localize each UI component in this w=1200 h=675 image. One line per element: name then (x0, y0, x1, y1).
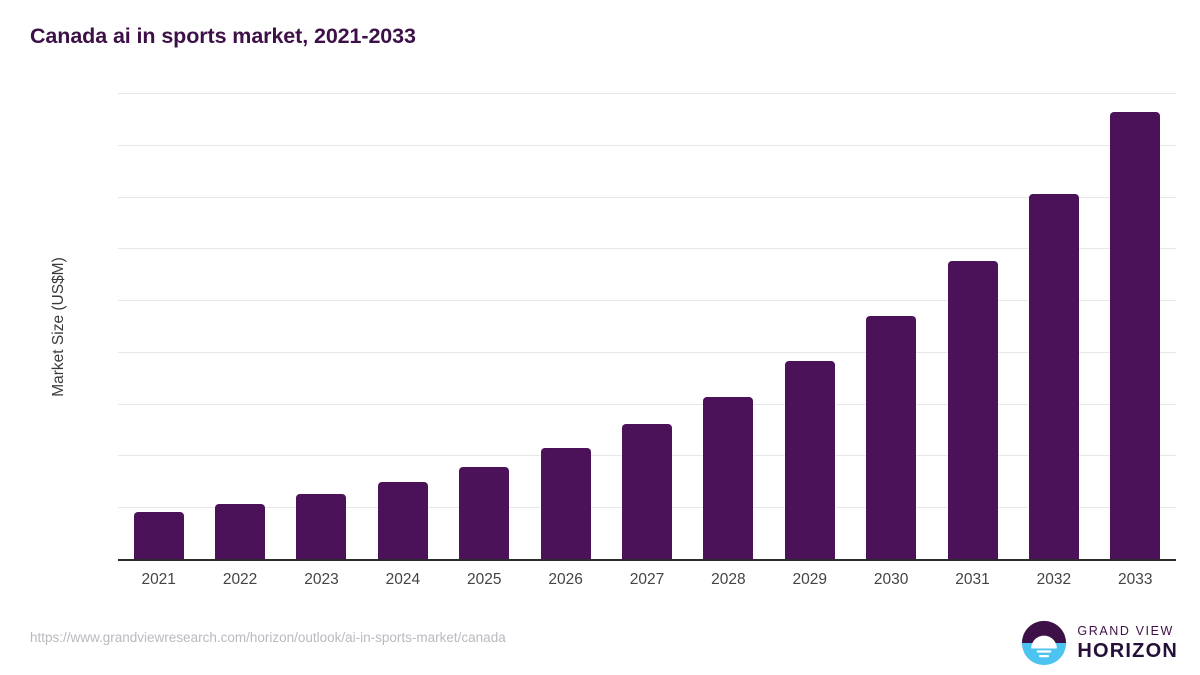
bar-2029[interactable] (784, 360, 835, 559)
x-axis-tick-label: 2030 (873, 571, 909, 588)
bar-2025[interactable] (459, 467, 510, 559)
x-axis-tick-label: 2028 (711, 571, 746, 588)
gridline (118, 196, 1176, 198)
x-axis-tick-label: 2021 (141, 571, 176, 588)
bar-2030[interactable] (866, 316, 917, 559)
bar-2027[interactable] (622, 424, 672, 559)
x-axis-tick-label: 2031 (955, 571, 990, 588)
gridline (118, 351, 1176, 353)
x-axis-tick-label: 2026 (548, 571, 583, 588)
bar-2026[interactable] (540, 447, 591, 559)
logo-wordmark: GRAND VIEW HORIZON (1077, 625, 1178, 662)
bar-2022[interactable] (215, 503, 266, 559)
gridline (118, 248, 1176, 250)
x-axis-line (118, 559, 1176, 561)
grand-view-horizon-logo[interactable]: GRAND VIEW HORIZON (1021, 620, 1178, 666)
gridline (118, 93, 1176, 94)
bars-group: 2021 2022 2023 2024 2025 2026 2027 2028 2029 2030… (118, 93, 1176, 588)
logo-top-text: GRAND VIEW (1077, 623, 1174, 638)
x-axis-tick-label: 2023 (304, 571, 339, 588)
gridline (118, 300, 1176, 302)
gridline (118, 144, 1176, 146)
logo-bottom-text: HORIZON (1077, 640, 1178, 663)
source-url[interactable]: https://www.grandviewresearch.com/horizo… (30, 630, 506, 645)
bar-2021[interactable] (133, 511, 184, 559)
x-axis-tick-label: 2027 (629, 571, 665, 588)
y-axis-title: Market Size (US$M) (50, 257, 67, 397)
x-axis-tick-label: 2033 (1118, 571, 1153, 588)
x-axis-tick-label: 2025 (466, 571, 502, 588)
page-title: Canada ai in sports market, 2021-2033 (30, 24, 416, 48)
horizon-logo-icon (1022, 620, 1067, 666)
bar-2024[interactable] (377, 481, 428, 559)
x-axis-tick-label: 2024 (385, 571, 421, 588)
x-axis-tick-label: 2022 (222, 571, 258, 588)
bar-2023[interactable] (296, 493, 347, 559)
bar-2028[interactable] (703, 397, 754, 559)
gridline (118, 403, 1176, 405)
x-axis-tick-label: 2029 (792, 571, 828, 588)
bar-2032[interactable] (1028, 194, 1079, 559)
bar-2031[interactable] (947, 261, 998, 559)
bar-2033[interactable] (1110, 112, 1161, 559)
x-axis-tick-label: 2032 (1036, 571, 1072, 588)
